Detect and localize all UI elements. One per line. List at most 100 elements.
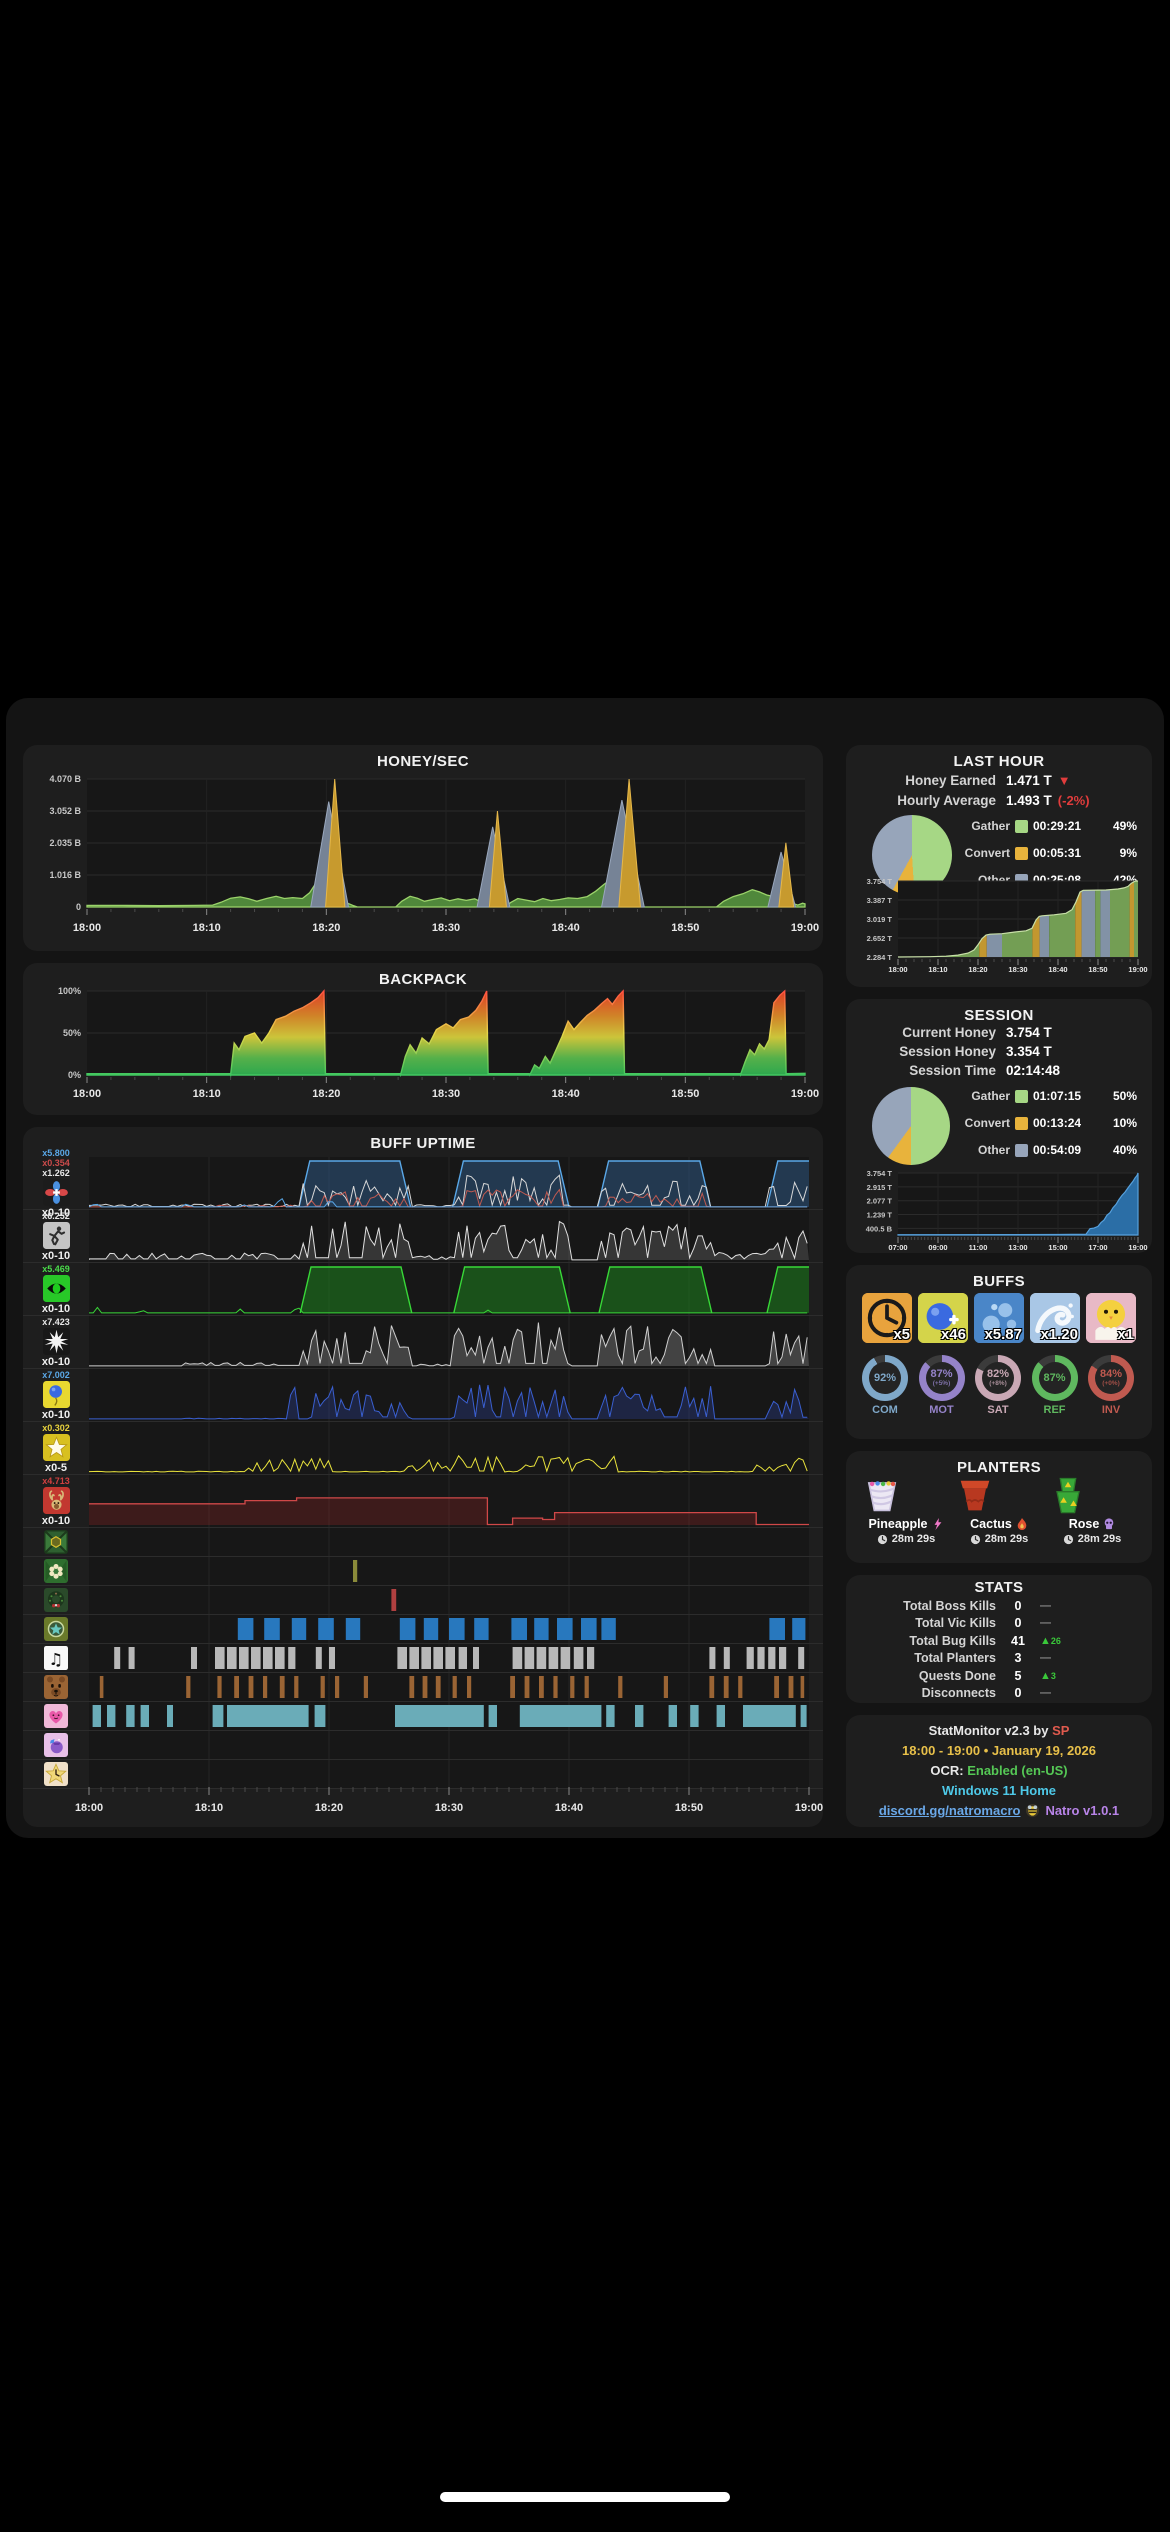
svg-text:400.5 B: 400.5 B [866,1224,893,1233]
buff-row-bear [23,1673,823,1702]
discord-link[interactable]: discord.gg/natromacro [878,1803,1021,1818]
planter-name: Rose [1068,1517,1100,1531]
hex-field-icon [44,1530,68,1554]
gauge-label: COM [872,1404,898,1416]
svg-text:18:50: 18:50 [671,922,699,934]
svg-text:18:20: 18:20 [312,922,340,934]
buff-uptime-title: BUFF UPTIME [370,1135,476,1152]
svg-text:18:00: 18:00 [888,965,907,974]
gauge-sub-percent: (+5%) [932,1380,951,1387]
svg-text:1.239 T: 1.239 T [867,1211,893,1220]
svg-text:17:00: 17:00 [1088,1243,1107,1252]
stats-title: STATS [974,1579,1024,1596]
stat-label: Quests Done [918,1668,996,1683]
buff-multiplier-label: x7.002 [42,1369,70,1380]
buff-row-label-block [23,1731,89,1759]
buff-multiplier-label: x7.423 [42,1316,70,1327]
svg-text:18:50: 18:50 [675,1802,703,1814]
gauge-sub-percent: (+0%) [1102,1380,1120,1387]
backpack-title: BACKPACK [379,971,467,988]
planter-pineapple: Pineapple 28m 29s [860,1473,952,1545]
footer-author: SP [1052,1723,1070,1738]
session-honey-label: Session Honey [899,1044,996,1059]
svg-text:18:00: 18:00 [73,1088,101,1100]
hourly-average-row: Hourly Average 1.493 T (-2%) [846,793,1089,808]
buffs-panel: BUFFS x5 x46 x5.87 x1.20 x1 92% COM 87% (+5%) MO… [846,1265,1152,1439]
current-honey-value: 3.754 T [1006,1025,1052,1040]
buff-multiplier: x1.20 [1040,1326,1078,1343]
buff-row-running-man: x6.252 x0-10 [23,1210,823,1263]
red-clay-planter-icon [953,1473,1045,1517]
pouch-icon [44,1733,68,1757]
buff-multiplier: x1 [1117,1326,1134,1343]
footer-panel: StatMonitor v2.3 by SP 18:00 - 19:00 • J… [846,1715,1152,1827]
stat-no-change-dash: — [1040,1652,1051,1664]
svg-text:18:30: 18:30 [432,922,460,934]
buff-row-label-block: x0.302 x0-5 [23,1422,89,1474]
svg-text:1.016 B: 1.016 B [49,870,81,880]
buff-multiplier-label: x0.354 [42,1157,70,1168]
last-hour-panel: LAST HOUR Honey Earned 1.471 T ▼ Hourly … [846,745,1152,987]
svg-text:18:00: 18:00 [73,922,101,934]
planter-timer: 28m 29s [1077,1533,1122,1545]
buff-range-label: x0-10 [41,1355,71,1368]
buff-row-pinwheel: x5.800 x0.354 x1.262 x0-10 [23,1148,823,1219]
honey-earned-row: Honey Earned 1.471 T ▼ [846,773,1070,788]
gauge-ref: 87% REF [1030,1355,1080,1416]
legend-color-swatch [1015,1116,1028,1130]
svg-text:3.052 B: 3.052 B [49,806,81,816]
buff-multiplier: x5.87 [984,1326,1022,1343]
stat-label: Total Planters [914,1651,996,1665]
legend-color-swatch [1015,1143,1028,1157]
svg-text:19:00: 19:00 [791,1088,819,1100]
buff-row-wreath [23,1586,823,1615]
gauge-label: REF [1043,1404,1066,1416]
blue-boost-buff-icon: x46 [918,1293,968,1343]
stat-row-total-bug-kills: Total Bug Kills 41 ▲26 [856,1632,1060,1649]
svg-text:11:00: 11:00 [969,1243,988,1252]
session-panel: SESSION Current Honey 3.754 T Session Ho… [846,999,1152,1253]
stat-row-total-planters: Total Planters 3 — [856,1650,1051,1667]
honey-earned-value: 1.471 T [1006,773,1052,788]
svg-text:07:00: 07:00 [888,1243,907,1252]
buff-row-heart [23,1702,823,1731]
svg-text:19:00: 19:00 [791,922,819,934]
gold-star-icon [42,1433,70,1461]
home-indicator[interactable] [440,2492,730,2502]
lightning-icon [932,1518,944,1530]
wreath-icon [44,1588,68,1612]
buff-uptime-panel: BUFF UPTIME x5.800 x0.354 x1.262 x0-10 x6.25… [23,1127,823,1827]
stat-value: 41 [1011,1633,1025,1648]
planter-cactus: Cactus 28m 29s [953,1473,1045,1545]
svg-text:♫: ♫ [49,1650,64,1669]
planter-rose: Rose 28m 29s [1046,1473,1138,1545]
bear-icon [44,1675,68,1699]
buff-row-label-block: ♫ [23,1644,89,1672]
buff-row-star-ring [23,1615,823,1644]
heart-icon [44,1704,68,1728]
buff-multiplier-label: x6.252 [42,1210,70,1221]
svg-text:18:10: 18:10 [928,965,947,974]
footer-link-line: discord.gg/natromacro Natro v1.0.1 [846,1803,1152,1818]
session-legend-other: Other 00:54:09 40% [977,1143,1137,1157]
planter-timer: 28m 29s [984,1533,1029,1545]
buff-uptime-axis: 18:00 18:10 18:20 18:30 18:40 18:50 19:00 [75,1787,823,1821]
svg-text:19:00: 19:00 [1128,1243,1147,1252]
buff-row-melody: ♫ [23,1644,823,1673]
stat-value: 0 [1014,1598,1022,1613]
svg-text:0: 0 [76,902,81,912]
svg-text:2.652 T: 2.652 T [867,934,893,943]
bubble-buff-icon: x5.87 [974,1293,1024,1343]
last-hour-chart: 3.754 T 3.387 T 3.019 T 2.652 T 2.284 T 18:00… [854,877,1148,981]
session-honey-value: 3.354 T [1006,1044,1052,1059]
clock-icon [970,1534,981,1545]
session-legend-convert: Convert 00:13:24 10% [964,1116,1137,1130]
legend-color-swatch [1015,846,1028,860]
buff-row-focus-eye: x5.469 x0-10 [23,1263,823,1316]
buff-row-label-block [23,1673,89,1701]
honeysec-title: HONEY/SEC [377,753,469,770]
last-hour-title: LAST HOUR [953,753,1045,770]
melody-icon: ♫ [44,1646,68,1670]
buff-range-label: x0-10 [41,1302,71,1315]
buff-row-label-block [23,1760,89,1788]
